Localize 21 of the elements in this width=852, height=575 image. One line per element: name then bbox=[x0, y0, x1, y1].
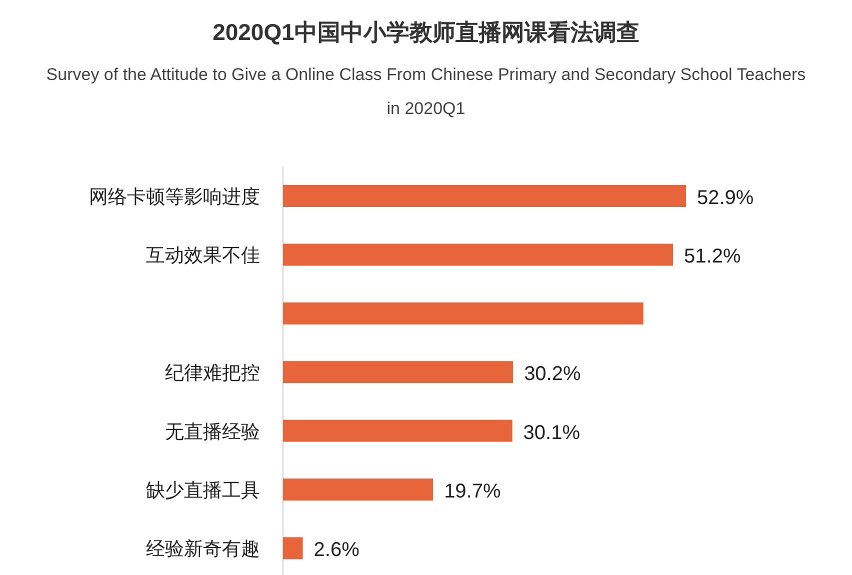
chart-subtitle: Survey of the Attitude to Give a Online Class From Chinese Primary and Secondary School Teachers in 2020Q1 bbox=[46, 65, 806, 118]
data-label: 2.6% bbox=[314, 539, 360, 562]
y-tick-label: 缺少直播工具 bbox=[146, 480, 260, 502]
y-tick-label: 纪律难把控 bbox=[165, 363, 260, 384]
data-label: 30.2% bbox=[524, 363, 581, 386]
data-label: 51.2% bbox=[684, 246, 741, 268]
y-tick-label: 经验新奇有趣 bbox=[146, 538, 260, 560]
bar bbox=[283, 478, 434, 500]
chart-title: 2020Q1中国中小学教师直播网课看法调查 bbox=[212, 19, 640, 45]
y-tick-label: 网络卡顿等影响进度 bbox=[89, 186, 260, 208]
data-label: 19.7% bbox=[444, 480, 502, 502]
y-tick-label: 互动效果不佳 bbox=[146, 246, 260, 267]
data-label: 52.9% bbox=[697, 187, 754, 209]
data-label: 30.1% bbox=[523, 422, 580, 444]
bar bbox=[283, 185, 686, 207]
bar bbox=[283, 361, 514, 384]
bar bbox=[283, 302, 644, 324]
y-tick-label: 无直播经验 bbox=[165, 422, 260, 443]
bar bbox=[283, 537, 303, 560]
bar bbox=[283, 244, 674, 266]
bar bbox=[283, 420, 512, 442]
